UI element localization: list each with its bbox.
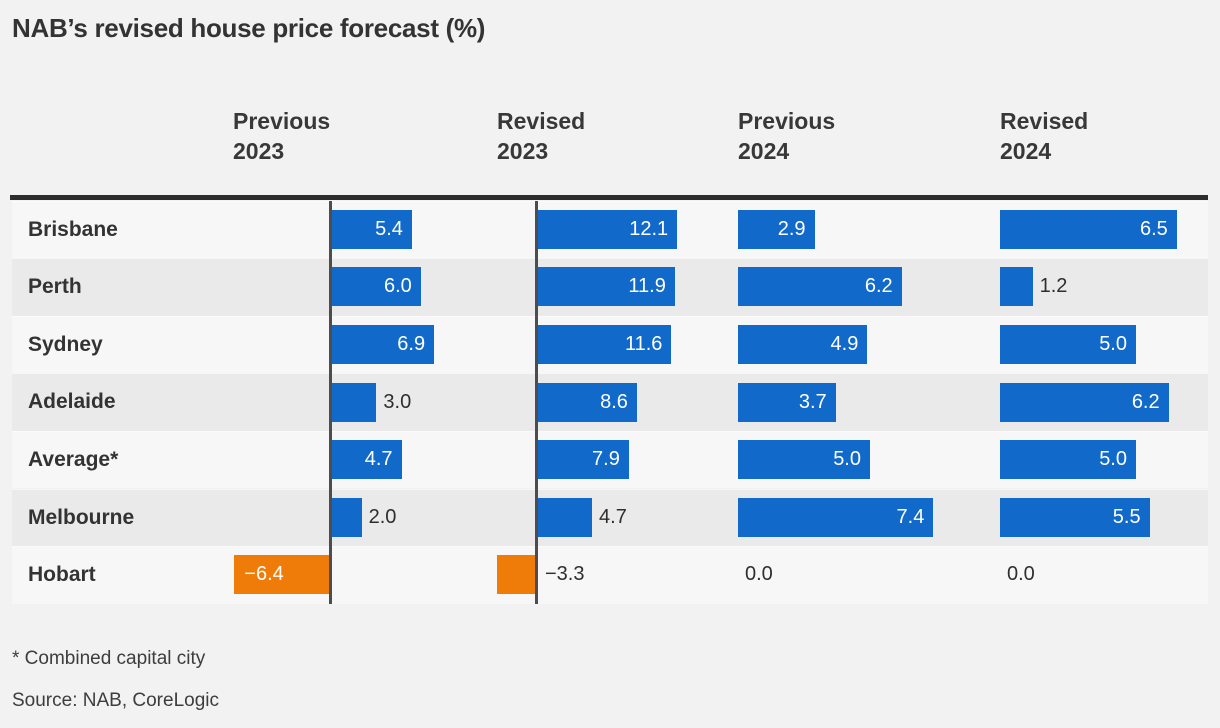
bar-value-label: −6.4 [244,563,284,586]
bar-value-label: 6.0 [383,275,412,298]
baseline-revised-2023 [535,200,538,604]
bar-value-label: 2.9 [777,217,806,240]
bar-value-label: 11.6 [624,333,663,355]
bar-value-label: 6.5 [1139,217,1168,240]
bar-value-label: 0.0 [745,563,773,586]
bar-value-label: 4.7 [364,448,393,471]
bar-revised-2023: 12.1 [538,209,678,249]
footnote: * Combined capital city [12,648,206,669]
bar-value-label: 7.4 [896,505,925,528]
bar-revised-2024: 5.0 [1000,325,1136,364]
bar-previous-2024: 4.9 [738,325,868,364]
bar-value-label: 5.4 [375,217,403,240]
bar-value-label: 7.9 [592,448,620,471]
bar-revised-2023: 11.9 [538,267,675,307]
bar-revised-2024 [1000,267,1033,307]
row-label: Hobart [28,563,96,587]
bar-value-label: 6.2 [1131,390,1160,413]
bar-value-label: 4.7 [599,505,627,528]
bar-value-label: 5.5 [1112,505,1141,528]
header-rule [10,195,1208,200]
bar-value-label: 4.9 [830,333,859,355]
bar-previous-2023 [332,382,377,422]
row-label: Sydney [28,332,103,356]
chart-title: NAB’s revised house price forecast (%) [12,13,486,43]
bar-value-label: 6.9 [397,333,426,355]
bar-value-label: 5.0 [1099,333,1127,355]
row-label: Brisbane [28,217,118,241]
bar-value-label: 11.9 [628,275,666,298]
bar-value-label: 5.0 [833,448,861,471]
column-header-revised-2023: Revised 2023 [497,108,586,164]
bar-revised-2023 [538,497,593,537]
bar-revised-2024: 5.0 [1000,440,1136,480]
bar-value-label: 3.7 [798,390,827,413]
row-stripe-hobart [12,546,1208,604]
bar-revised-2023 [497,555,535,595]
bar-previous-2023: 5.4 [332,209,412,249]
bar-value-label: −3.3 [545,563,585,586]
source-line: Source: NAB, CoreLogic [12,690,219,711]
bar-value-label: 3.0 [383,390,412,413]
bar-previous-2024: 7.4 [738,497,934,537]
bar-value-label: 1.2 [1039,275,1068,298]
column-header-revised-2024: Revised 2024 [1000,108,1089,164]
bar-value-label: 6.2 [864,275,893,298]
bar-previous-2024: 3.7 [738,382,836,422]
row-label: Melbourne [28,505,135,529]
bar-value-label: 2.0 [368,505,397,528]
column-header-previous-2024: Previous 2024 [738,108,836,164]
bar-previous-2023: 6.0 [332,267,421,307]
bar-revised-2023: 8.6 [538,382,637,422]
bar-revised-2024: 5.5 [1000,497,1150,537]
bar-value-label: 8.6 [600,390,628,413]
bar-revised-2024: 6.5 [1000,209,1177,249]
bar-previous-2024: 6.2 [738,267,902,307]
bar-previous-2024: 2.9 [738,209,815,249]
baseline-previous-2023 [329,200,332,604]
bar-previous-2023 [332,497,362,537]
bar-previous-2023: 6.9 [332,325,435,364]
bar-revised-2023: 11.6 [538,325,672,364]
bar-value-label: 0.0 [1007,563,1035,586]
column-header-previous-2023: Previous 2023 [233,108,331,164]
bar-previous-2024: 5.0 [738,440,870,480]
row-label: Perth [28,275,82,299]
bar-value-label: 5.0 [1099,448,1127,471]
row-label: Average* [28,447,119,471]
bar-value-label: 12.1 [629,217,669,240]
bar-previous-2023: −6.4 [234,555,329,595]
bar-revised-2023: 7.9 [538,440,629,480]
row-label: Adelaide [28,390,116,414]
bar-revised-2024: 6.2 [1000,382,1169,422]
bar-previous-2023: 4.7 [332,440,402,480]
